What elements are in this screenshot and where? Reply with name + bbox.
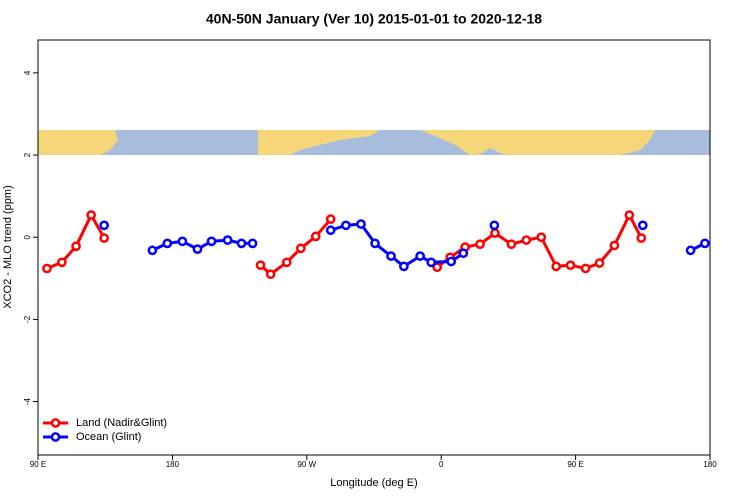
point: [222, 235, 233, 245]
point: [71, 241, 81, 252]
point: [458, 248, 469, 259]
point: [206, 236, 217, 247]
point: [565, 260, 576, 271]
y-axis-label: XCO2 - MLO trend (ppm): [2, 185, 14, 308]
point: [255, 260, 266, 271]
point: [506, 239, 517, 250]
point: [192, 244, 203, 254]
point: [415, 251, 425, 261]
point: [580, 263, 591, 274]
point: [536, 232, 547, 243]
point: [162, 238, 173, 249]
point: [281, 257, 292, 268]
point: [489, 220, 500, 231]
x-tick-label: 180: [166, 460, 180, 469]
x-tick-label: 90 W: [297, 460, 316, 469]
point: [99, 220, 110, 231]
point: [310, 231, 321, 242]
point: [551, 261, 562, 272]
point: [446, 256, 457, 267]
y-tick-label: -2: [23, 315, 32, 323]
x-tick-label: 90 E: [30, 460, 46, 469]
point: [247, 238, 258, 249]
point: [86, 210, 97, 220]
x-tick-label: 0: [439, 460, 444, 469]
point: [609, 240, 620, 251]
legend-label: Ocean (Glint): [76, 431, 141, 443]
point: [685, 245, 696, 256]
point: [700, 238, 710, 249]
plot-frame: [37, 39, 711, 456]
point: [432, 262, 443, 273]
point: [42, 263, 52, 274]
point: [490, 228, 500, 238]
x-axis-label: Longitude (deg E): [330, 477, 417, 489]
point: [426, 257, 437, 268]
point: [356, 219, 366, 229]
x-tick-label: 90 E: [567, 460, 583, 469]
point: [177, 236, 188, 247]
point: [147, 245, 158, 256]
y-tick-label: 4: [23, 70, 32, 75]
point: [636, 233, 647, 243]
legend-label: Land (Nadir&Glint): [76, 417, 167, 429]
point: [386, 251, 396, 261]
point: [99, 233, 110, 243]
y-tick-label: 2: [23, 152, 32, 157]
point: [594, 258, 605, 268]
point: [399, 261, 409, 272]
point: [521, 235, 532, 245]
point: [57, 257, 67, 268]
point: [475, 239, 485, 250]
point: [325, 214, 336, 224]
point: [370, 238, 380, 249]
map-strip: [38, 130, 710, 155]
y-tick-label: 0: [23, 234, 32, 239]
point: [236, 238, 247, 249]
y-tick-label: -4: [23, 397, 32, 405]
point: [265, 269, 276, 280]
chart-title: 40N-50N January (Ver 10) 2015-01-01 to 2…: [206, 11, 542, 27]
point: [624, 210, 635, 220]
legend-marker: [50, 418, 61, 428]
point: [295, 243, 306, 254]
point: [325, 225, 336, 236]
legend-marker: [50, 432, 61, 442]
point: [637, 220, 648, 231]
x-tick-label: 180: [703, 460, 717, 469]
point: [341, 220, 351, 231]
